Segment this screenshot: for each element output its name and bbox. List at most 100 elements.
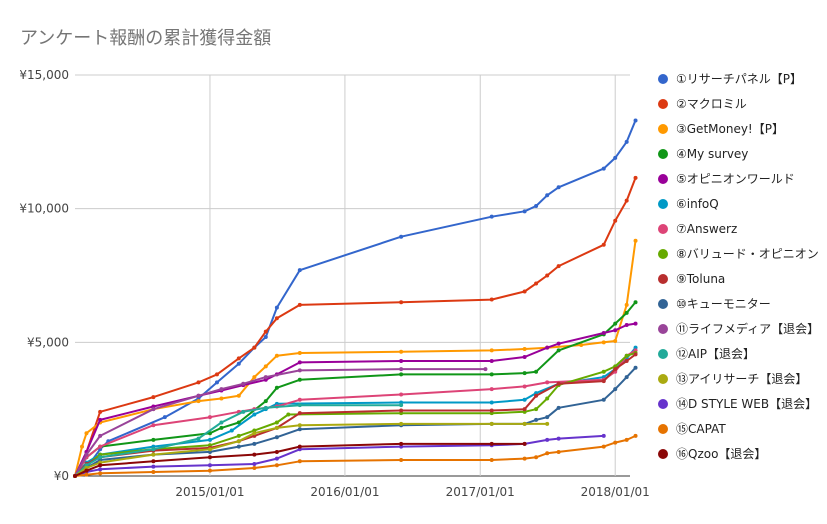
data-point <box>263 405 268 410</box>
data-point <box>274 305 279 310</box>
series-line <box>74 434 636 477</box>
legend-swatch <box>658 348 668 359</box>
data-point <box>214 372 219 377</box>
data-point <box>297 302 302 307</box>
legend-swatch <box>658 298 668 309</box>
x-axis-ticks: 2015/01/01 2016/01/01 2017/01/01 2018/01/01 <box>175 485 649 499</box>
data-point <box>601 397 606 402</box>
data-point <box>219 387 224 392</box>
data-point <box>229 428 234 433</box>
data-point <box>556 348 561 353</box>
data-point <box>399 441 404 446</box>
data-point <box>534 281 539 286</box>
legend-item: ⑨Toluna <box>658 266 823 291</box>
data-point <box>556 449 561 454</box>
legend-item: ③GetMoney!【P】 <box>658 116 823 141</box>
data-point <box>633 433 638 438</box>
data-point <box>534 407 539 412</box>
data-point <box>263 399 268 404</box>
data-point <box>522 384 527 389</box>
legend-label: ⑭D STYLE WEB【退会】 <box>676 397 818 411</box>
data-point <box>274 435 279 440</box>
data-point <box>534 203 539 208</box>
y-tick-label: ¥5,000 <box>27 335 69 349</box>
data-point <box>399 372 404 377</box>
data-point <box>73 474 77 478</box>
data-point <box>399 300 404 305</box>
data-point <box>399 392 404 397</box>
x-tick-label: 2015/01/01 <box>175 485 244 499</box>
series-11 <box>73 367 488 478</box>
data-point <box>522 289 527 294</box>
data-point <box>252 412 257 417</box>
data-point <box>489 421 494 426</box>
data-point <box>196 393 201 398</box>
data-point <box>252 452 257 457</box>
data-point <box>489 348 494 353</box>
data-point <box>263 334 268 339</box>
data-point <box>489 297 494 302</box>
data-point <box>196 399 201 404</box>
data-point <box>545 396 550 401</box>
data-point <box>219 425 224 430</box>
data-point <box>633 352 638 357</box>
legend-swatch <box>658 173 668 184</box>
data-point <box>297 444 302 449</box>
legend-item: ⑪ライフメディア【退会】 <box>658 316 823 341</box>
data-point <box>151 423 156 428</box>
data-point <box>151 407 156 412</box>
series-line <box>74 353 637 477</box>
data-point <box>522 407 527 412</box>
data-point <box>252 345 257 350</box>
legend-swatch <box>658 423 668 434</box>
data-point <box>522 456 527 461</box>
data-point <box>522 347 527 352</box>
data-point <box>274 425 279 430</box>
data-point <box>274 385 279 390</box>
data-point <box>633 175 638 180</box>
data-point <box>207 447 212 452</box>
data-point <box>98 433 103 438</box>
data-point <box>399 457 404 462</box>
data-point <box>489 457 494 462</box>
data-point <box>489 359 494 364</box>
data-point <box>522 421 527 426</box>
data-point <box>399 408 404 413</box>
data-point <box>601 340 606 345</box>
data-point <box>624 322 629 327</box>
data-point <box>545 415 550 420</box>
data-point <box>601 433 606 438</box>
data-point <box>219 396 224 401</box>
data-point <box>613 155 618 160</box>
data-point <box>214 380 219 385</box>
data-point <box>297 268 302 273</box>
data-point <box>80 444 85 449</box>
data-point <box>297 411 302 416</box>
series-line <box>74 177 637 477</box>
data-point <box>399 403 404 408</box>
data-point <box>522 441 527 446</box>
data-point <box>489 214 494 219</box>
legend: ①リサーチパネル【P】 ②マクロミル ③GetMoney!【P】 ④My survey… <box>658 66 823 466</box>
legend-swatch <box>658 123 668 134</box>
data-point <box>151 447 156 452</box>
legend-swatch <box>658 273 668 284</box>
legend-swatch <box>658 73 668 84</box>
legend-label: ⑯Qzoo【退会】 <box>676 447 767 461</box>
series-lines <box>73 118 638 478</box>
legend-swatch <box>658 98 668 109</box>
data-point <box>601 444 606 449</box>
series-12 <box>73 403 404 478</box>
data-point <box>84 472 89 477</box>
series-15 <box>73 433 638 478</box>
data-point <box>236 444 241 449</box>
legend-swatch <box>658 323 668 334</box>
data-point <box>613 387 618 392</box>
data-point <box>601 369 606 374</box>
data-point <box>522 371 527 376</box>
data-point <box>297 368 302 373</box>
series-2 <box>73 175 638 478</box>
chart-title: アンケート報酬の累計獲得金額 <box>20 28 272 49</box>
data-point <box>545 421 550 426</box>
legend-label: ②マクロミル <box>676 97 747 111</box>
